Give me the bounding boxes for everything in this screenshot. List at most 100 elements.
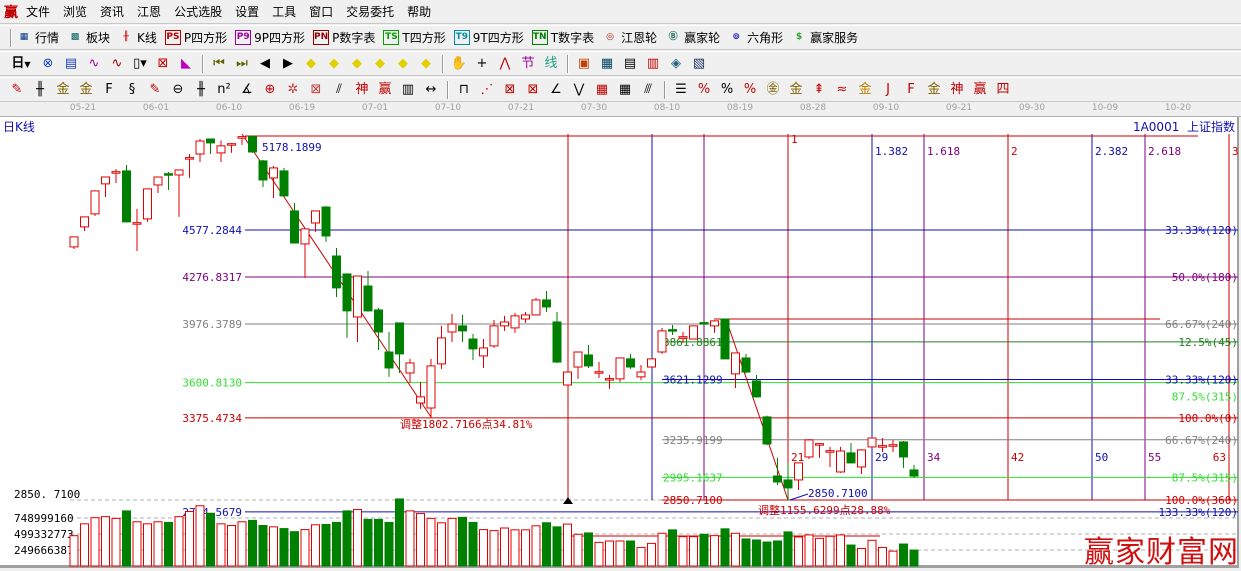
grid2-icon[interactable]: ▦ — [618, 81, 632, 97]
toolbar-button-0[interactable]: ▦ 行情 — [16, 29, 59, 46]
prev-icon[interactable]: ◀ — [260, 55, 270, 71]
toolbar-button-5[interactable]: PN P数字表 — [313, 29, 375, 46]
fan-icon[interactable]: ⋰ — [480, 81, 494, 97]
gold-line2-icon[interactable]: 金 — [79, 81, 93, 97]
gold-line-icon[interactable]: 金 — [56, 81, 70, 97]
toolbar-button-12[interactable]: $ 赢家服务 — [791, 29, 858, 46]
f-fan-icon[interactable]: F — [907, 81, 915, 97]
toolbar-button-10[interactable]: Ⓑ 赢家轮 — [665, 29, 721, 46]
toolbar-button-3[interactable]: PS P四方形 — [164, 29, 228, 46]
hand-icon[interactable]: ✋ — [450, 55, 468, 71]
wave3-icon[interactable]: ∿ — [88, 55, 100, 71]
slash-lines-icon[interactable]: ⫽ — [336, 81, 342, 97]
notepad-icon[interactable]: ▤ — [623, 55, 637, 71]
crosshair-icon[interactable]: + — [476, 55, 488, 71]
toolbar-button-7[interactable]: T9 9T四方形 — [453, 29, 524, 46]
toolbar-button-8[interactable]: TN T数字表 — [531, 29, 594, 46]
spiral-icon[interactable]: § — [128, 81, 136, 97]
toolbar-button-6[interactable]: TS T四方形 — [383, 29, 446, 46]
n-square-icon[interactable]: n² — [217, 81, 231, 97]
zigzag-icon[interactable]: ⋀ — [499, 55, 511, 71]
menu-item-2[interactable]: 资讯 — [100, 5, 125, 19]
square-target-icon[interactable]: ⊠ — [310, 81, 322, 97]
ying-fan-icon[interactable]: 赢 — [973, 81, 987, 97]
menu-item-1[interactable]: 浏览 — [63, 5, 88, 19]
node-icon[interactable]: 节 — [521, 55, 535, 71]
zoom-vertical-icon[interactable]: ◆ — [421, 55, 431, 71]
fib-f-icon[interactable]: F — [105, 81, 113, 97]
menu-item-5[interactable]: 设置 — [235, 5, 260, 19]
wave9-icon[interactable]: ∿ — [111, 55, 123, 71]
gold-circle-icon[interactable]: ㊎ — [766, 81, 780, 97]
shen-fan-icon[interactable]: 神 — [950, 81, 964, 97]
toolbar-button-1[interactable]: ▩ 板块 — [67, 29, 110, 46]
draw-view-icon[interactable]: ⊗ — [42, 55, 54, 71]
candle-type-icon[interactable]: ▯▾ — [133, 55, 147, 71]
fib-bars-icon[interactable]: ☰ — [675, 81, 687, 97]
grid-fan-icon[interactable]: ⊠ — [504, 81, 516, 97]
multi-slash-icon[interactable]: ⫻ — [644, 81, 652, 97]
menu-item-3[interactable]: 江恩 — [137, 5, 162, 19]
save-icon[interactable]: ▥ — [646, 55, 660, 71]
flag-chart-icon[interactable]: ◣ — [181, 55, 191, 71]
toolbar-button-9[interactable]: ◎ 江恩轮 — [602, 29, 657, 46]
calendar-icon[interactable]: ▣ — [577, 55, 591, 71]
note-icon[interactable]: ▤ — [64, 55, 78, 71]
menu-item-0[interactable]: 文件 — [26, 5, 51, 19]
wave-lines-icon[interactable]: ≈ — [836, 81, 848, 97]
pencil-icon[interactable]: ✎ — [11, 81, 23, 97]
line-icon[interactable]: 线 — [544, 55, 558, 71]
time-lines-icon[interactable]: ╫ — [197, 81, 205, 97]
j-fan-icon[interactable]: J — [886, 81, 890, 97]
last-bar-icon[interactable]: ⏭ — [236, 55, 248, 71]
grid-icon[interactable]: ▦ — [595, 81, 609, 97]
zoom-horizontal-icon[interactable]: ◆ — [352, 55, 362, 71]
gann-square-icon[interactable]: ⊠ — [527, 81, 539, 97]
move-left-icon[interactable]: ◆ — [306, 55, 316, 71]
gold-box-icon[interactable]: 金 — [858, 81, 872, 97]
toolbar-button-4[interactable]: P9 9P四方形 — [235, 29, 305, 46]
menu-item-6[interactable]: 工具 — [272, 5, 297, 19]
percent-lines-icon[interactable]: % — [743, 81, 757, 97]
first-bar-icon[interactable]: ⏮ — [213, 55, 225, 71]
target-icon[interactable]: ⊕ — [264, 81, 276, 97]
toolbar-button-2[interactable]: ╫ K线 — [118, 29, 157, 46]
compass-icon[interactable]: ✲ — [287, 81, 299, 97]
v-icon[interactable]: ⋁ — [573, 81, 585, 97]
print-icon[interactable]: ▧ — [692, 55, 706, 71]
percent-fan-icon[interactable]: % — [697, 81, 711, 97]
measure-icon[interactable]: ↔ — [425, 81, 437, 97]
ying-icon[interactable]: 赢 — [378, 81, 392, 97]
marker-icon[interactable]: ✎ — [149, 81, 161, 97]
toolbar-button-label: P四方形 — [183, 31, 228, 45]
network-icon[interactable]: ◈ — [671, 55, 681, 71]
rocket-icon[interactable]: ⇞ — [813, 81, 825, 97]
period-select[interactable]: 日▼ — [6, 54, 36, 74]
next-icon[interactable]: ▶ — [283, 55, 293, 71]
toolbar-button-11[interactable]: ⊚ 六角形 — [728, 29, 783, 46]
menu-item-9[interactable]: 帮助 — [407, 5, 432, 19]
kline-chart[interactable] — [0, 117, 1239, 568]
shrink-icon[interactable]: ◆ — [375, 55, 385, 71]
expand-icon[interactable]: ◆ — [398, 55, 408, 71]
shen-icon[interactable]: 神 — [355, 81, 369, 97]
move-right-icon[interactable]: ◆ — [329, 55, 339, 71]
toolbar-button-label: 行情 — [35, 31, 60, 45]
four-fan-icon[interactable]: 四 — [996, 81, 1010, 97]
menu-item-8[interactable]: 交易委托 — [346, 5, 395, 19]
menu-item-4[interactable]: 公式选股 — [174, 5, 223, 19]
multi-chart-icon[interactable]: ⊠ — [157, 55, 169, 71]
parallel-lines-icon[interactable]: ╫ — [36, 81, 44, 97]
calculator-icon[interactable]: ▦ — [600, 55, 614, 71]
toolbar-button-label: 9P四方形 — [254, 31, 306, 45]
date-tick-label: 09-30 — [1018, 103, 1046, 113]
ruler-icon[interactable]: ▥ — [401, 81, 415, 97]
gold-fan-icon[interactable]: 金 — [927, 81, 941, 97]
angle-icon[interactable]: ∡ — [241, 81, 253, 97]
percent-icon[interactable]: % — [720, 81, 734, 97]
cycle-icon[interactable]: ⊖ — [172, 81, 184, 97]
gold-lines-icon[interactable]: 金 — [789, 81, 803, 97]
angle-fan-icon[interactable]: ∠ — [550, 81, 562, 97]
menu-item-7[interactable]: 窗口 — [309, 5, 334, 19]
box-icon[interactable]: ⊓ — [458, 81, 470, 97]
